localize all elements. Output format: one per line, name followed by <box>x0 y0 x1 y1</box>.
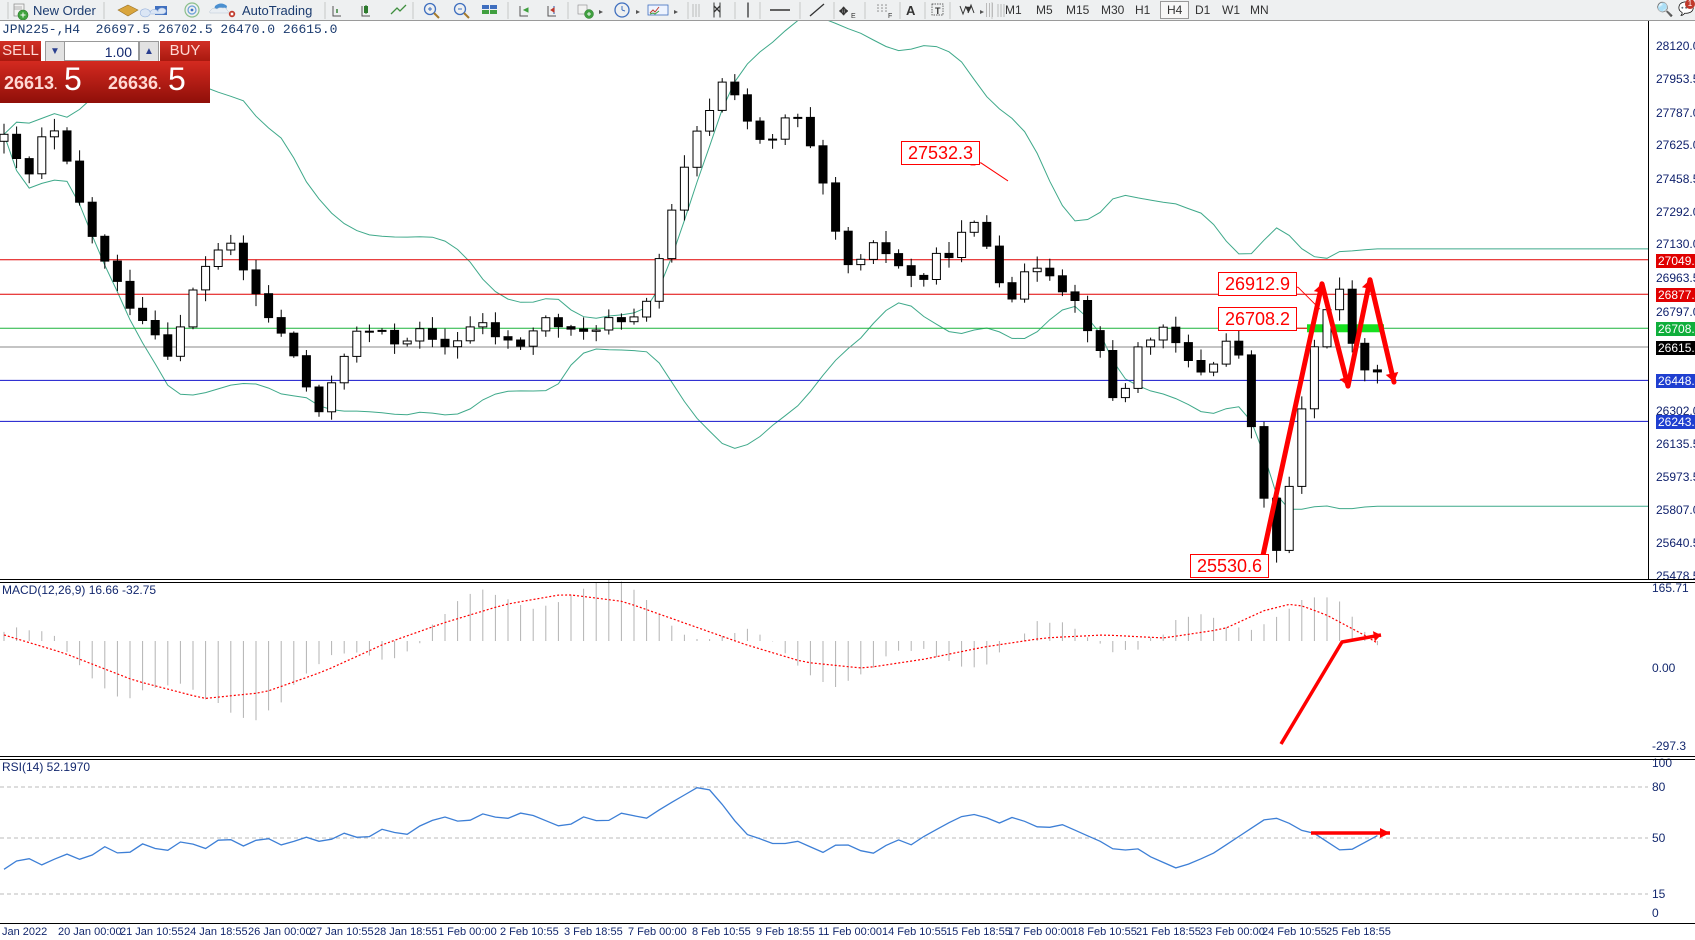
svg-text:E: E <box>851 13 856 20</box>
svg-text:✥: ✥ <box>839 6 848 18</box>
svg-text:A: A <box>906 3 916 18</box>
svg-text:New Order: New Order <box>33 3 97 18</box>
svg-text:T: T <box>935 6 941 16</box>
svg-text:F: F <box>888 13 892 20</box>
svg-text:AutoTrading: AutoTrading <box>242 3 312 18</box>
